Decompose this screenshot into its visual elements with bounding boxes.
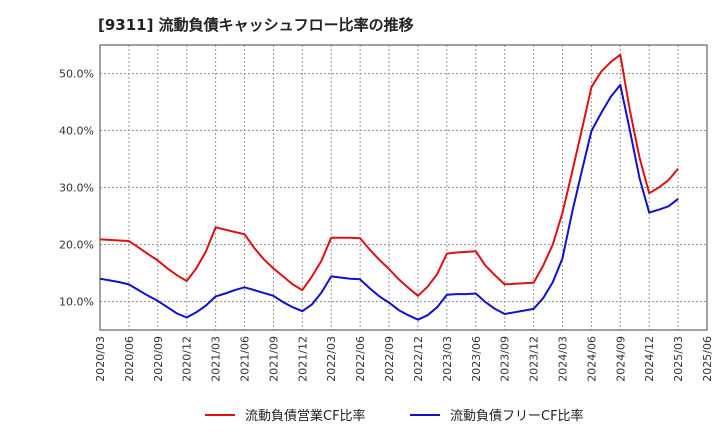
x-axis-ticks: 2020/03 2020/06 2020/09 2020/12 2021/03 2021/… — [94, 336, 714, 382]
x-tick-label: 2023/06 — [470, 336, 483, 382]
x-tick-label: 2025/03 — [672, 336, 685, 382]
legend-label-free-cf: 流動負債フリーCF比率 — [450, 408, 584, 424]
x-tick-label: 2020/09 — [152, 336, 165, 382]
grid-lines — [99, 45, 708, 330]
x-tick-label: 2025/06 — [701, 336, 714, 382]
x-tick-label: 2022/06 — [354, 336, 367, 382]
x-tick-label: 2021/06 — [239, 336, 252, 382]
x-tick-label: 2022/03 — [325, 336, 338, 382]
chart-title: [9311] 流動負債キャッシュフロー比率の推移 — [98, 16, 414, 34]
y-tick-label: 40.0% — [59, 125, 94, 138]
x-tick-label: 2020/06 — [123, 336, 136, 382]
plot-frame — [99, 44, 708, 331]
x-tick-label: 2023/03 — [441, 336, 454, 382]
series-line-0 — [99, 53, 679, 297]
y-tick-label: 50.0% — [59, 68, 94, 81]
y-tick-label: 30.0% — [59, 182, 94, 195]
x-tick-label: 2020/03 — [94, 336, 107, 382]
x-tick-label: 2022/09 — [383, 336, 396, 382]
x-tick-label: 2021/12 — [296, 336, 309, 382]
x-tick-label: 2024/12 — [643, 336, 656, 382]
x-tick-label: 2020/12 — [181, 336, 194, 382]
x-tick-label: 2021/09 — [267, 336, 280, 382]
x-tick-label: 2022/12 — [412, 336, 425, 382]
y-tick-label: 20.0% — [59, 239, 94, 252]
y-axis-ticks: 10.0% 20.0% 30.0% 40.0% 50.0% — [59, 68, 94, 309]
x-tick-label: 2024/06 — [585, 336, 598, 382]
x-tick-label: 2023/12 — [528, 336, 541, 382]
series-lines — [99, 53, 679, 321]
series-line-1 — [99, 83, 679, 321]
y-tick-label: 10.0% — [59, 296, 94, 309]
x-tick-label: 2024/03 — [556, 336, 569, 382]
x-tick-label: 2023/09 — [499, 336, 512, 382]
x-tick-label: 2021/03 — [210, 336, 223, 382]
x-tick-label: 2024/09 — [614, 336, 627, 382]
legend-label-operating-cf: 流動負債営業CF比率 — [245, 408, 366, 424]
legend: 流動負債営業CF比率 流動負債フリーCF比率 — [205, 408, 584, 424]
